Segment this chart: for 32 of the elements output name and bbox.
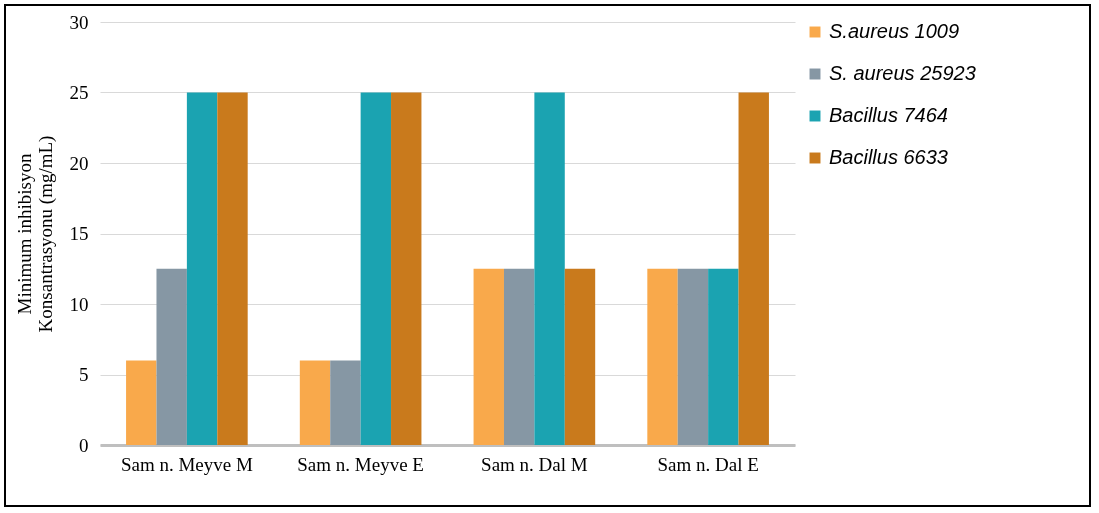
bar: [564, 268, 596, 445]
bar: [217, 92, 248, 445]
bar: [647, 268, 678, 445]
legend-label: S. aureus 25923: [829, 62, 976, 84]
legend-label: Bacillus 7464: [829, 104, 948, 126]
x-tick-label: Sam n. Meyve M: [120, 453, 253, 475]
y-tick-label: 30: [69, 11, 89, 33]
bar: [473, 268, 504, 445]
legend-label: S.aureus 1009: [829, 20, 960, 42]
y-axis-title: Minimum inhibisyon Konsantrasyonu (mg/mL): [13, 135, 57, 333]
x-tick-label: Sam n. Dal E: [657, 453, 759, 475]
bar: [299, 360, 331, 445]
bar: [677, 268, 709, 445]
x-tick-label: Sam n. Dal M: [481, 453, 588, 475]
bar: [534, 92, 565, 445]
bar: [360, 92, 392, 445]
y-tick-label: 20: [69, 152, 89, 174]
y-tick-label: 5: [79, 364, 89, 385]
y-tick-label: 0: [79, 434, 89, 456]
y-tick-label: 10: [69, 293, 89, 315]
bar: [391, 92, 422, 445]
bar: [503, 268, 535, 445]
bar: [126, 360, 157, 445]
bar: [738, 92, 769, 445]
legend-label: Bacillus 6633: [829, 146, 948, 168]
y-tick-label: 15: [69, 223, 89, 244]
bar: [330, 360, 361, 445]
bar: [186, 92, 218, 445]
bar: [156, 268, 187, 445]
y-tick-label: 25: [69, 82, 89, 103]
x-tick-label: Sam n. Meyve E: [297, 453, 424, 475]
bar: [708, 268, 739, 445]
